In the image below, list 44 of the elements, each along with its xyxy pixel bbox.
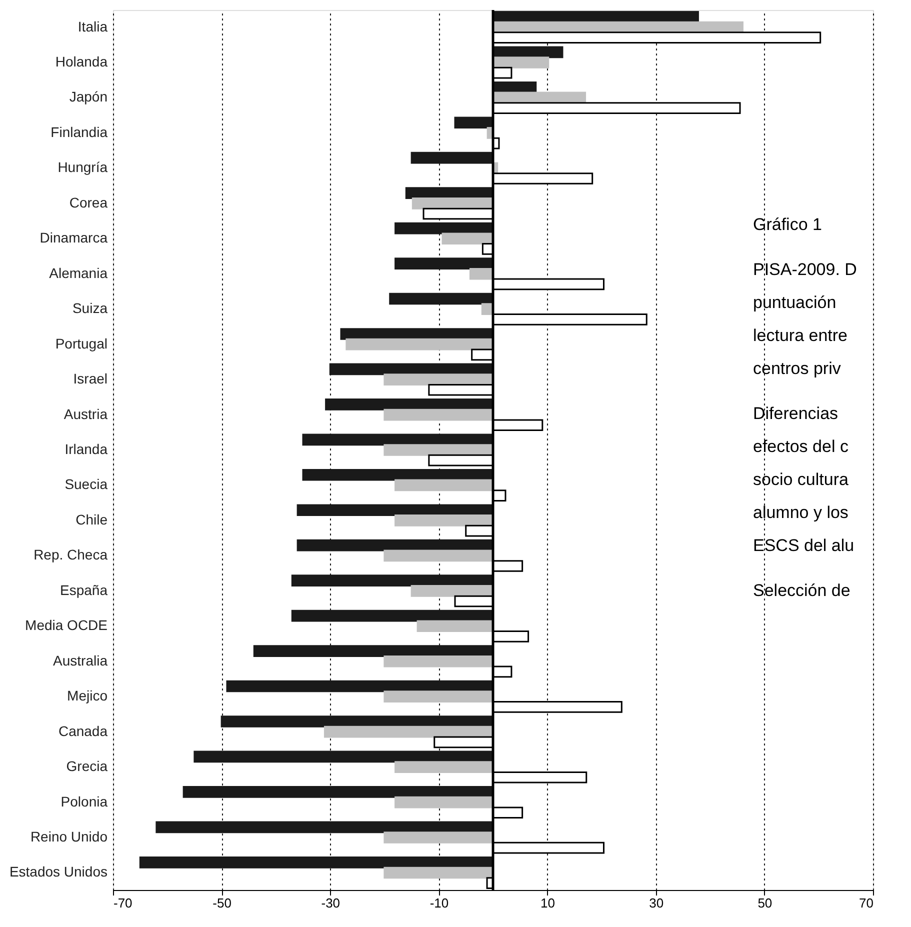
y-tick-label: Suiza (72, 300, 108, 316)
y-tick-label: Media OCDE (25, 617, 108, 634)
y-tick-label: Corea (69, 194, 108, 210)
y-tick-label: Chile (76, 511, 108, 528)
y-tick-label: Alemania (49, 264, 108, 281)
y-tick-label: Reino Unido (30, 828, 108, 845)
annotation: efectos del c (753, 437, 849, 456)
y-tick-label: Canada (58, 722, 108, 739)
y-tick-label: Polonia (60, 793, 108, 810)
annotation: socio cultura (753, 470, 849, 489)
x-tick-label: -70 (114, 896, 132, 910)
y-tick-label: Portugal (55, 335, 108, 352)
y-tick-label: Estados Unidos (9, 864, 108, 880)
x-tick-label: -50 (212, 896, 232, 910)
y-tick-label: Israel (73, 370, 108, 387)
annotation: centros priv (753, 359, 842, 378)
annotation: alumno y los (753, 503, 848, 522)
x-tick-label: -10 (430, 896, 449, 910)
y-tick-label: Grecia (66, 758, 108, 774)
annotation: Diferencias (753, 404, 838, 423)
y-tick-label: Japón (69, 88, 108, 105)
x-tick-label: 10 (540, 896, 556, 910)
y-tick-label: Rep. Checa (34, 546, 108, 563)
annotation: lectura entre (753, 326, 848, 345)
y-tick-label: Australia (53, 652, 108, 668)
y-tick-label: Holanda (55, 53, 108, 70)
x-tick-label: 70 (859, 896, 874, 910)
y-tick-label: Austria (64, 406, 108, 422)
y-tick-label: Finlandia (50, 124, 108, 140)
y-tick-label: España (60, 582, 108, 598)
annotation: puntuación (753, 293, 836, 312)
y-tick-label: Dinamarca (40, 230, 108, 246)
x-tick-label: -30 (321, 896, 340, 910)
annotation: PISA-2009. D (753, 260, 857, 279)
annotation: Gráfico 1 (753, 215, 822, 234)
y-tick-label: Hungría (58, 159, 108, 176)
annotation: Selección de (753, 581, 850, 600)
y-tick-label: Mejico (67, 688, 108, 704)
annotation: ESCS del alu (753, 536, 854, 555)
y-tick-label: Italia (78, 18, 108, 34)
x-tick-label: 50 (758, 896, 772, 910)
y-tick-label: Irlanda (64, 441, 108, 457)
x-tick-label: 30 (649, 896, 664, 910)
y-tick-label: Suecia (64, 476, 108, 492)
